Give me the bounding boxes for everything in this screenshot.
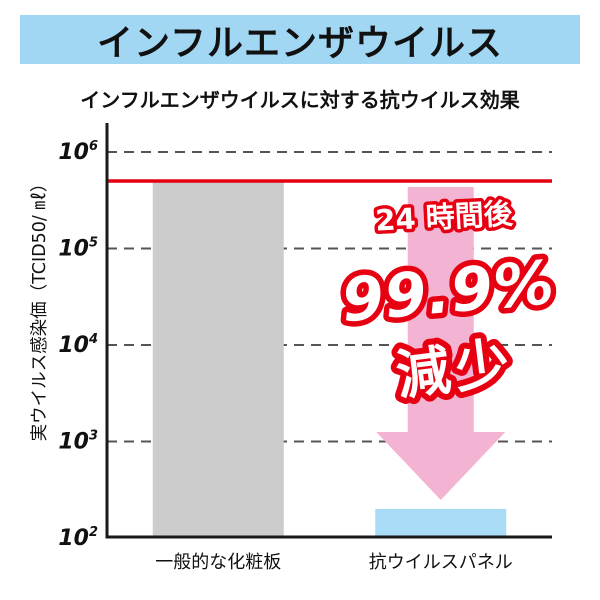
- y-tick-10e3: 103: [58, 429, 98, 455]
- x-category-labels: 一般的な化粧板 抗ウイルスパネル: [155, 552, 513, 573]
- x-label-0: 一般的な化粧板: [155, 552, 281, 573]
- page-title: インフルエンザウイルス: [97, 22, 503, 64]
- y-tick-10e5: 105: [58, 236, 98, 262]
- title-banner: インフルエンザウイルス: [20, 15, 580, 64]
- y-axis-label: 実ウイルス感染価（TCID50/ ㎖）: [30, 175, 50, 442]
- y-tick-labels: 106 105 104 103 102: [58, 139, 98, 551]
- chart-title: インフルエンザウイルスに対する抗ウイルス効果: [80, 88, 520, 112]
- down-arrow-icon: [376, 187, 506, 500]
- bar-plain-board: [152, 181, 284, 539]
- annotation-24-hours: 24 時間後: [374, 196, 514, 237]
- y-tick-10e6: 106: [58, 139, 98, 165]
- annotation-decrease: 減少: [393, 331, 518, 408]
- x-label-1: 抗ウイルスパネル: [369, 552, 513, 573]
- annotation-99-9-percent: 99.9%: [339, 248, 557, 336]
- annotations: 24 時間後 99.9% 減少: [333, 193, 562, 414]
- y-tick-10e4: 104: [58, 332, 98, 358]
- decrease-arrow: [376, 187, 506, 500]
- bar-antiviral-panel: [375, 508, 507, 539]
- bars: [152, 181, 507, 539]
- y-tick-10e2: 102: [58, 525, 98, 551]
